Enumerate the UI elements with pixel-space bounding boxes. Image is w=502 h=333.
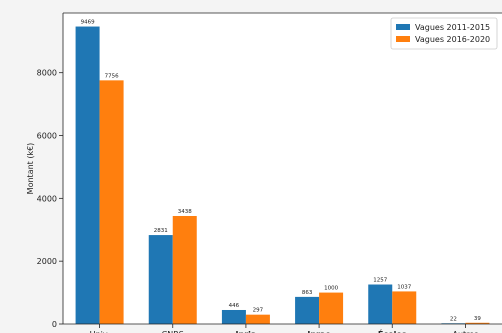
legend: Vagues 2011-2015 Vagues 2016-2020 — [390, 17, 498, 50]
x-tick-label: Inrae — [307, 330, 331, 333]
bar-coles-series-1 — [368, 284, 393, 324]
value-label: 39 — [474, 316, 481, 322]
y-tick-label: 2000 — [37, 257, 57, 266]
bar-cnrs-series-1 — [148, 235, 173, 324]
legend-box — [390, 17, 498, 50]
legend-swatch — [396, 36, 410, 42]
legend-label: Vagues 2016-2020 — [415, 35, 490, 44]
value-label: 1037 — [397, 284, 411, 290]
bar-univ-series-2 — [99, 80, 124, 324]
x-tick-label: Inria — [236, 330, 257, 333]
value-label: 446 — [229, 303, 240, 309]
y-tick-label: 0 — [52, 320, 57, 329]
y-tick-label: 8000 — [37, 69, 57, 78]
bars-group — [75, 26, 490, 325]
value-labels-group: 9469 7756 2831 3438 446 297 863 1000 1257 1037 22 3… — [81, 20, 482, 323]
y-tick-label: 4000 — [37, 194, 57, 203]
value-label: 863 — [302, 290, 313, 296]
legend-swatch — [396, 24, 410, 30]
x-tick-label: CNRS — [162, 330, 184, 333]
value-label: 1257 — [373, 278, 387, 284]
legend-label: Vagues 2011-2015 — [415, 23, 490, 32]
x-tick-label: Autres — [452, 330, 478, 333]
x-tick-label: Écoles — [378, 328, 407, 333]
value-label: 7756 — [105, 73, 119, 79]
bar-univ-series-1 — [75, 26, 100, 325]
bar-inria-series-2 — [245, 314, 270, 324]
value-label: 3438 — [178, 209, 192, 215]
bar-autres-series-2 — [465, 322, 490, 324]
value-label: 22 — [450, 316, 457, 322]
bar-coles-series-2 — [392, 291, 417, 324]
value-label: 9469 — [81, 20, 95, 26]
bar-cnrs-series-2 — [172, 215, 197, 324]
plot-area — [63, 13, 502, 324]
value-label: 297 — [253, 308, 264, 314]
bar-inrae-series-1 — [295, 296, 320, 324]
y-axis: 0 2000 4000 6000 8000 — [37, 12, 502, 329]
value-label: 1000 — [324, 286, 338, 292]
x-tick-label: Univ. — [90, 330, 110, 333]
value-label: 2831 — [154, 228, 168, 234]
y-axis-label: Montant (k€) — [26, 143, 35, 195]
y-tick-label: 6000 — [37, 132, 57, 141]
bar-inria-series-1 — [221, 309, 246, 324]
x-axis: Univ. CNRS Inria Inrae Écoles Autres — [63, 323, 502, 333]
bar-inrae-series-2 — [319, 292, 344, 324]
